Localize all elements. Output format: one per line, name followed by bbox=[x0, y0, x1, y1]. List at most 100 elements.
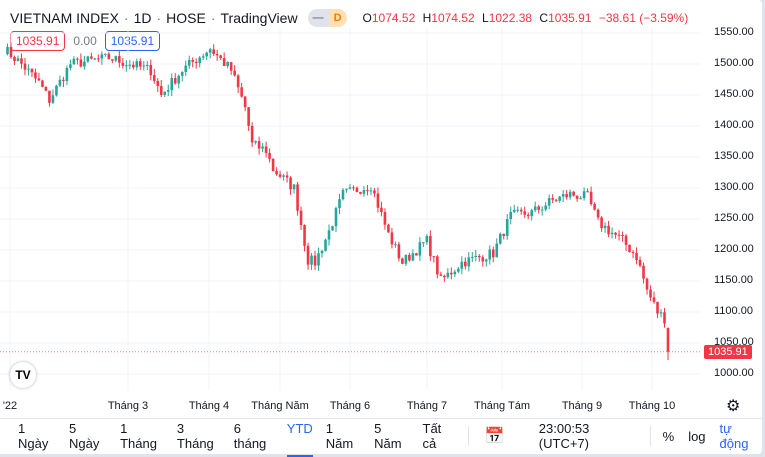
candle-body bbox=[369, 190, 373, 192]
candle-body bbox=[481, 257, 485, 262]
candle-body bbox=[635, 252, 638, 260]
candle-body bbox=[540, 209, 544, 211]
candle-body bbox=[659, 312, 663, 314]
range-button[interactable]: 1 Tháng bbox=[120, 421, 157, 451]
candle-body bbox=[205, 52, 208, 57]
candle-body bbox=[408, 254, 411, 261]
range-button[interactable]: 6 tháng bbox=[233, 421, 267, 451]
candle-body bbox=[628, 244, 631, 252]
candle-body bbox=[383, 211, 387, 225]
candle-body bbox=[334, 208, 338, 227]
range-button[interactable]: Tất cả bbox=[422, 421, 442, 451]
candle-body bbox=[429, 235, 432, 257]
candle-body bbox=[642, 265, 645, 279]
candle-body bbox=[547, 198, 551, 206]
candle-body bbox=[97, 58, 100, 60]
time-tick: Tháng 3 bbox=[107, 400, 149, 412]
candle-body bbox=[324, 239, 327, 251]
candle-body bbox=[348, 187, 352, 189]
price-tick: 1550.00 bbox=[714, 26, 754, 38]
candle-body bbox=[498, 233, 502, 244]
candle-body bbox=[184, 65, 188, 72]
candle-body bbox=[20, 58, 23, 64]
candle-body bbox=[589, 191, 593, 205]
clock-time[interactable]: 23:00:53 (UTC+7) bbox=[538, 421, 590, 451]
candle-body bbox=[90, 56, 93, 59]
candle-body bbox=[282, 175, 285, 177]
settings-gear-icon[interactable]: ⚙ bbox=[726, 398, 741, 415]
buy-button[interactable]: 1035.91 bbox=[104, 31, 161, 51]
time-tick: Tháng 7 bbox=[406, 400, 448, 412]
candle-body bbox=[180, 71, 184, 76]
candle-body bbox=[502, 233, 506, 236]
candle-body bbox=[565, 194, 568, 198]
interval: 1D bbox=[133, 10, 152, 26]
candle-body bbox=[208, 49, 212, 53]
candle-body bbox=[51, 95, 55, 103]
candle-body bbox=[474, 255, 478, 258]
candle-body bbox=[327, 230, 331, 240]
candle-body bbox=[512, 209, 516, 212]
candle-body bbox=[418, 242, 422, 256]
candle-body bbox=[152, 75, 156, 81]
candle-body bbox=[191, 60, 195, 62]
range-button[interactable]: 1 Ngày bbox=[18, 421, 49, 451]
candle-body bbox=[268, 152, 271, 159]
candle-body bbox=[86, 56, 90, 62]
candle-body bbox=[236, 75, 240, 88]
percent-toggle[interactable]: % bbox=[662, 428, 675, 444]
candle-body bbox=[575, 195, 579, 199]
market-status-badge[interactable]: — D bbox=[307, 9, 347, 27]
candle-body bbox=[292, 184, 296, 190]
tradingview-logo-icon[interactable]: TV bbox=[10, 362, 36, 388]
candle-body bbox=[607, 225, 610, 235]
sell-button[interactable]: 1035.91 bbox=[10, 31, 66, 51]
source: TradingView bbox=[220, 10, 298, 26]
candle-body bbox=[649, 289, 652, 298]
candle-body bbox=[170, 78, 174, 91]
candle-body bbox=[516, 209, 520, 211]
range-button[interactable]: 5 Năm bbox=[374, 421, 402, 451]
range-button[interactable]: 1 Năm bbox=[325, 421, 354, 451]
ohlc-values: O1074.52 H1074.52 L1022.38 C1035.91 −38.… bbox=[362, 11, 689, 25]
candlestick-chart[interactable] bbox=[0, 28, 700, 390]
time-tick: Tháng 9 bbox=[561, 400, 603, 412]
candle-body bbox=[303, 225, 306, 246]
candle-body bbox=[55, 85, 58, 96]
candle-body bbox=[16, 58, 20, 62]
candle-body bbox=[638, 259, 642, 266]
candle-body bbox=[163, 91, 167, 95]
symbol-legend[interactable]: VIETNAM INDEX · 1D · HOSE · TradingView — D … bbox=[10, 9, 689, 27]
candle-body bbox=[526, 214, 530, 217]
candle-body bbox=[572, 191, 575, 196]
auto-scale-toggle[interactable]: tự động bbox=[719, 421, 749, 451]
log-toggle[interactable]: log bbox=[688, 428, 706, 444]
candle-body bbox=[439, 274, 443, 276]
range-button[interactable]: 5 Ngày bbox=[69, 421, 100, 451]
candle-body bbox=[624, 235, 628, 245]
candle-body bbox=[457, 268, 460, 272]
current-price-label: 1035.91 bbox=[704, 345, 752, 359]
time-tick: Tháng 10 bbox=[628, 400, 676, 412]
candle-body bbox=[450, 272, 453, 275]
candle-body bbox=[582, 191, 586, 199]
candle-body bbox=[65, 67, 69, 81]
candle-body bbox=[397, 244, 401, 259]
range-button[interactable]: YTD bbox=[286, 421, 313, 457]
candle-body bbox=[554, 199, 558, 201]
goto-date-calendar-icon[interactable]: 📅 bbox=[484, 428, 505, 445]
candle-body bbox=[446, 272, 450, 278]
candle-body bbox=[341, 189, 345, 200]
candle-body bbox=[27, 68, 30, 70]
candle-body bbox=[519, 209, 523, 212]
candle-body bbox=[177, 75, 181, 84]
candle-body bbox=[222, 58, 226, 66]
candle-body bbox=[212, 49, 215, 54]
candle-body bbox=[436, 256, 439, 275]
candle-body bbox=[261, 146, 264, 149]
candle-body bbox=[194, 61, 198, 64]
candle-body bbox=[411, 253, 415, 261]
candle-body bbox=[289, 177, 292, 190]
range-button[interactable]: 3 Tháng bbox=[176, 421, 214, 451]
price-tick: 1100.00 bbox=[714, 305, 753, 317]
